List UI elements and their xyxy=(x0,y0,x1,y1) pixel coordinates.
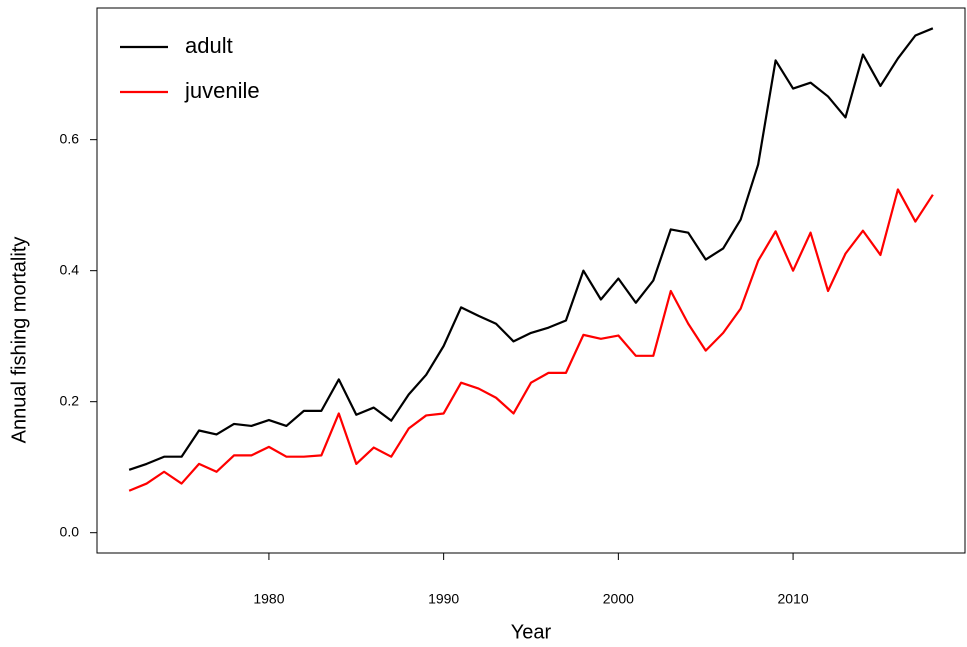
series-line xyxy=(128,27,934,471)
series-line xyxy=(128,188,934,492)
legend-label: juvenile xyxy=(184,78,260,103)
plot-box xyxy=(96,7,966,554)
x-tick-label: 2000 xyxy=(603,591,634,607)
x-axis-label: Year xyxy=(511,621,552,643)
y-tick-label: 0.2 xyxy=(60,392,80,408)
y-tick-label: 0.4 xyxy=(60,261,80,277)
y-tick-label: 0.0 xyxy=(60,523,80,539)
legend-label: adult xyxy=(185,33,233,58)
y-axis-label: Annual fishing mortality xyxy=(8,237,30,444)
y-tick-label: 0.6 xyxy=(60,130,80,146)
x-tick-label: 1990 xyxy=(428,591,459,607)
x-tick-label: 1980 xyxy=(253,591,284,607)
x-tick-label: 2010 xyxy=(777,591,808,607)
